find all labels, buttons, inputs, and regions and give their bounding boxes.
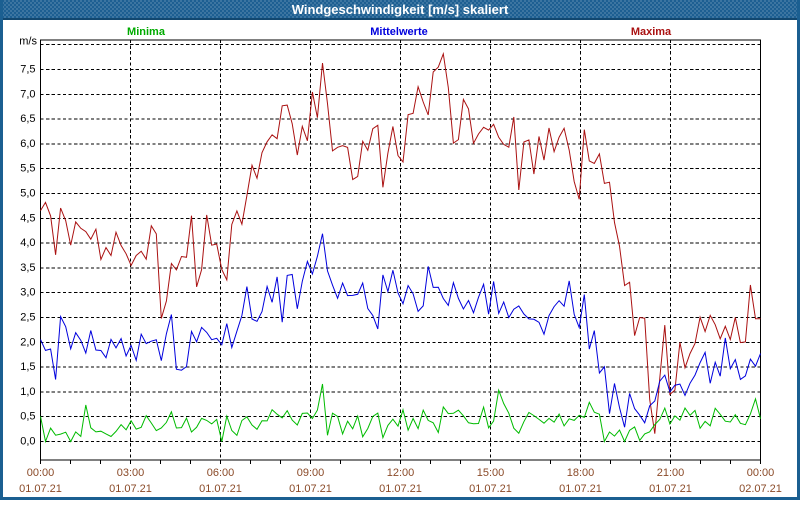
svg-text:5,0: 5,0: [20, 188, 35, 200]
svg-text:01.07.21: 01.07.21: [379, 483, 422, 495]
svg-text:1,5: 1,5: [20, 361, 35, 373]
svg-text:0,0: 0,0: [20, 436, 35, 448]
svg-text:6,5: 6,5: [20, 113, 35, 125]
svg-text:01.07.21: 01.07.21: [649, 483, 692, 495]
svg-text:7,0: 7,0: [20, 88, 35, 100]
svg-text:21:00: 21:00: [657, 467, 685, 479]
svg-text:7,5: 7,5: [20, 64, 35, 76]
svg-text:01.07.21: 01.07.21: [469, 483, 512, 495]
svg-text:00:00: 00:00: [747, 467, 775, 479]
svg-text:3,0: 3,0: [20, 287, 35, 299]
svg-text:m/s: m/s: [19, 36, 37, 48]
svg-text:12:00: 12:00: [387, 467, 415, 479]
svg-text:01.07.21: 01.07.21: [559, 483, 602, 495]
svg-text:02.07.21: 02.07.21: [739, 483, 782, 495]
svg-text:1,0: 1,0: [20, 386, 35, 398]
svg-text:00:00: 00:00: [27, 467, 55, 479]
svg-text:18:00: 18:00: [567, 467, 595, 479]
svg-text:5,5: 5,5: [20, 163, 35, 175]
svg-text:4,0: 4,0: [20, 237, 35, 249]
svg-text:01.07.21: 01.07.21: [199, 483, 242, 495]
svg-text:06:00: 06:00: [207, 467, 235, 479]
svg-text:2,5: 2,5: [20, 312, 35, 324]
svg-text:2,0: 2,0: [20, 336, 35, 348]
svg-text:0,5: 0,5: [20, 411, 35, 423]
svg-text:4,5: 4,5: [20, 212, 35, 224]
svg-text:15:00: 15:00: [477, 467, 505, 479]
svg-text:6,0: 6,0: [20, 138, 35, 150]
svg-text:01.07.21: 01.07.21: [289, 483, 332, 495]
svg-text:3,5: 3,5: [20, 262, 35, 274]
svg-text:03:00: 03:00: [117, 467, 145, 479]
svg-text:01.07.21: 01.07.21: [109, 483, 152, 495]
svg-text:09:00: 09:00: [297, 467, 325, 479]
svg-text:01.07.21: 01.07.21: [19, 483, 62, 495]
